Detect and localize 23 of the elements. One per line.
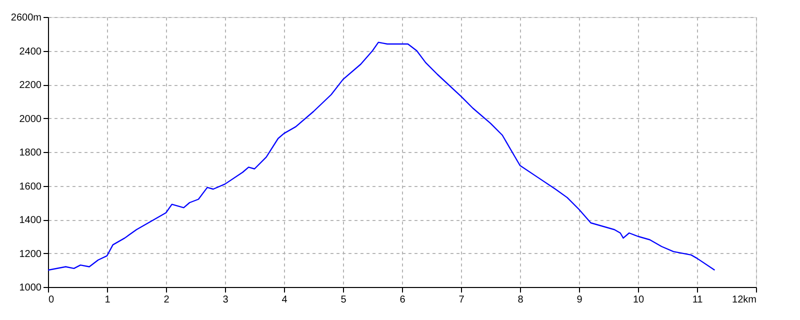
y-tick-label: 1800 xyxy=(19,148,42,158)
y-tick-label: 1600 xyxy=(19,181,42,192)
y-tick-label: 1400 xyxy=(19,215,42,226)
y-tick-label: 2600m xyxy=(10,12,42,24)
x-tick-label: 10 xyxy=(632,294,644,306)
y-tick-label: 2000 xyxy=(19,114,42,125)
line-series xyxy=(47,42,716,271)
x-tick-label: 9 xyxy=(576,294,583,306)
x-tick-label: 3 xyxy=(222,294,229,306)
x-tick-label: 2 xyxy=(164,294,170,306)
y-tick-label: 2400 xyxy=(19,46,42,58)
y-tick-label: 1200 xyxy=(19,248,42,260)
x-tick-label: 4 xyxy=(282,294,288,306)
x-tick-label: 5 xyxy=(340,294,347,306)
x-tick-label: 8 xyxy=(518,294,524,306)
x-tick-label: 12km xyxy=(732,294,756,306)
y-tick-label: 1000 xyxy=(19,282,42,294)
x-tick-label: 1 xyxy=(104,294,111,306)
x-tick-label: 11 xyxy=(692,294,704,306)
x-tick-label: 6 xyxy=(400,294,406,306)
x-tick-label: 7 xyxy=(458,294,465,306)
y-tick-label: 2200 xyxy=(19,80,42,91)
x-tick-label: 0 xyxy=(48,294,54,306)
